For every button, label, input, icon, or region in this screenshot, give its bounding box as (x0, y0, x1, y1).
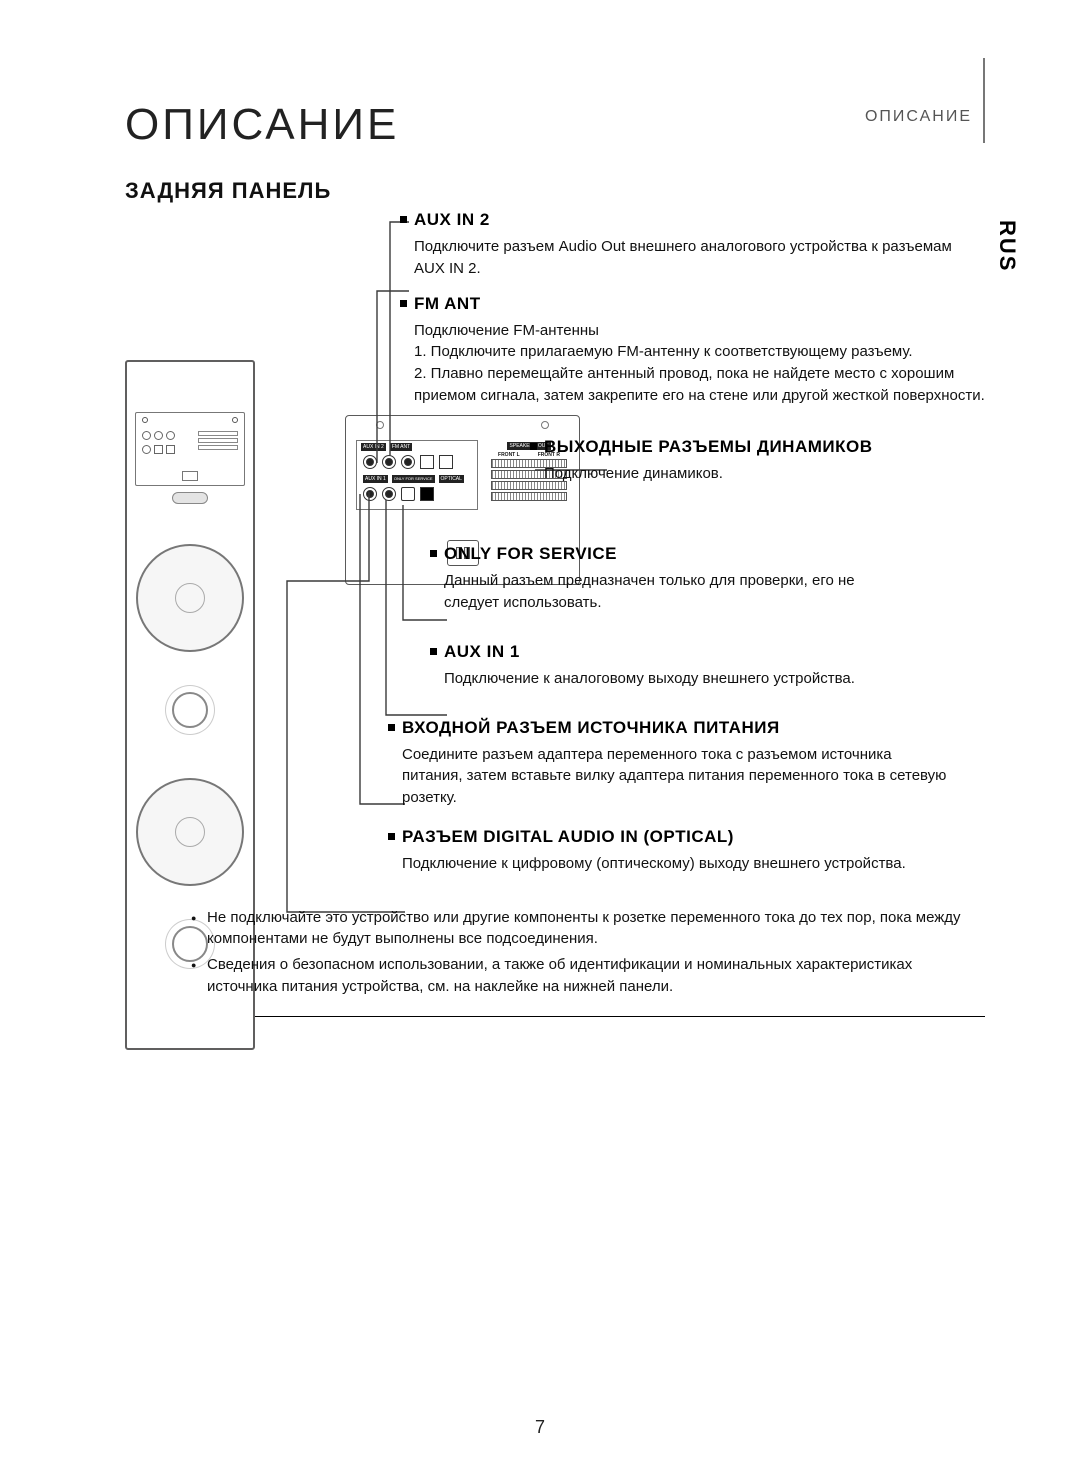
item-heading: ВЫХОДНЫЕ РАЗЪЕМЫ ДИНАМИКОВ (530, 437, 985, 457)
item-aux-in-2: AUX IN 2 Подключите разъем Audio Out вне… (400, 210, 985, 280)
item-body: Подключите разъем Audio Out внешнего ана… (400, 236, 985, 280)
item-service: ONLY FOR SERVICE Данный разъем предназна… (430, 544, 985, 614)
item-heading: FM ANT (400, 294, 985, 314)
io-block: AUX IN 2 FM ANT AUX IN 1 ONLY FOR SERVIC… (356, 440, 478, 510)
item-aux-in-1: AUX IN 1 Подключение к аналоговому выход… (430, 642, 985, 690)
caution-item: Сведения о безопасном использовании, а т… (191, 954, 985, 998)
panel-label-optical: OPTICAL (439, 475, 464, 483)
header-divider (983, 58, 985, 143)
item-body: Подключение FM-антенны 1. Подключите при… (400, 320, 985, 407)
panel-label-aux2: AUX IN 2 (361, 443, 386, 451)
item-heading: РАЗЪЕМ DIGITAL AUDIO IN (OPTICAL) (388, 827, 985, 847)
item-body: Соедините разъем адаптера переменного то… (388, 744, 948, 809)
language-tab: RUS (994, 220, 1020, 272)
speaker-cone-large (136, 778, 244, 886)
screw-slot (172, 492, 208, 504)
fm-step-2: 2. Плавно перемещайте антенный провод, п… (414, 363, 985, 407)
item-heading: ВХОДНОЙ РАЗЪЕМ ИСТОЧНИКА ПИТАНИЯ (388, 718, 985, 738)
fm-intro: Подключение FM-антенны (414, 320, 985, 342)
caution-item: Не подключайте это устройство или другие… (191, 907, 985, 951)
item-heading: AUX IN 1 (430, 642, 985, 662)
panel-label-service: ONLY FOR SERVICE (392, 475, 435, 483)
label-front-l: FRONT L (498, 452, 520, 458)
page-number: 7 (535, 1417, 545, 1438)
caution-list: Не подключайте это устройство или другие… (191, 907, 985, 1002)
page-title: ОПИСАНИЕ (125, 100, 985, 150)
breadcrumb: ОПИСАНИЕ (865, 108, 972, 126)
section-heading: ЗАДНЯЯ ПАНЕЛЬ (125, 178, 985, 204)
item-body: Данный разъем предназначен только для пр… (430, 570, 900, 614)
item-fm-ant: FM ANT Подключение FM-антенны 1. Подключ… (400, 294, 985, 407)
item-heading: ONLY FOR SERVICE (430, 544, 985, 564)
item-power-in: ВХОДНОЙ РАЗЪЕМ ИСТОЧНИКА ПИТАНИЯ Соедини… (388, 718, 985, 809)
item-heading: AUX IN 2 (400, 210, 985, 230)
item-body: Подключение динамиков. (530, 463, 985, 485)
item-speaker-out: ВЫХОДНЫЕ РАЗЪЕМЫ ДИНАМИКОВ Подключение д… (530, 437, 985, 485)
fm-step-1: 1. Подключите прилагаемую FM-антенну к с… (414, 341, 985, 363)
speaker-cone-mid (172, 692, 208, 728)
mini-back-panel (135, 412, 245, 486)
item-body: Подключение к аналоговому выходу внешнег… (430, 668, 900, 690)
item-optical: РАЗЪЕМ DIGITAL AUDIO IN (OPTICAL) Подклю… (388, 827, 985, 875)
panel-label-aux1: AUX IN 1 (363, 475, 388, 483)
speaker-cone-large (136, 544, 244, 652)
item-body: Подключение к цифровому (оптическому) вы… (388, 853, 948, 875)
panel-label-fm: FM ANT (390, 443, 412, 451)
